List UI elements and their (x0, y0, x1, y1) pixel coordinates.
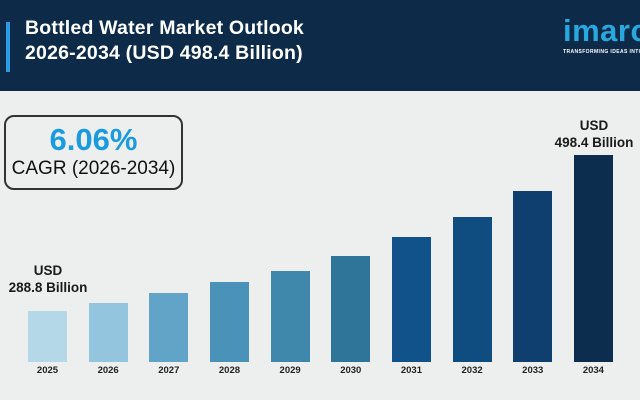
bar-column-2034: 2034 (573, 155, 613, 376)
x-tick-label-2026: 2026 (97, 365, 119, 376)
end-value-line2: 498.4 Billion (554, 135, 634, 150)
title-accent-bar (6, 22, 10, 72)
x-tick-label-2028: 2028 (218, 365, 241, 376)
bar-2029 (270, 271, 310, 362)
x-tick-label-2032: 2032 (461, 365, 483, 376)
end-value-line1: USD (579, 118, 609, 133)
end-value-annotation: USD 498.4 Billion (546, 117, 640, 151)
header: Bottled Water Market Outlook 2026-2034 (… (0, 0, 640, 91)
bar-2030 (331, 256, 371, 362)
bar-2027 (149, 293, 189, 362)
imarc-logo-text: imarc (563, 13, 640, 48)
bar-column-2025: 2025 (28, 311, 67, 376)
bar-2032 (452, 217, 492, 362)
bar-column-2026: 2026 (88, 303, 128, 376)
bar-2025 (28, 311, 67, 362)
bar-2028 (209, 282, 249, 362)
x-tick-label-2031: 2031 (400, 365, 422, 376)
x-tick-label-2029: 2029 (279, 365, 301, 376)
bar-2034 (573, 155, 613, 362)
x-tick-label-2027: 2027 (158, 365, 180, 376)
bar-2033 (513, 191, 553, 362)
x-tick-label-2034: 2034 (582, 365, 604, 376)
start-value-line2: 288.8 Billion (8, 280, 88, 295)
bar-column-2032: 2032 (452, 217, 492, 376)
cagr-label: CAGR (2026-2034) (11, 158, 176, 179)
bar-column-2029: 2029 (270, 271, 310, 376)
start-value-line1: USD (33, 263, 63, 278)
page-title-line2: 2026-2034 (USD 498.4 Billion) (25, 42, 303, 64)
bar-chart: 2025 2026 2027 2028 2029 2030 2031 2032 2033 2034 (28, 155, 613, 376)
bar-column-2027: 2027 (149, 293, 189, 376)
page-title: Bottled Water Market Outlook 2026-2034 (… (25, 16, 304, 66)
imarc-logo-tagline: TRANSFORMING IDEAS INTO IMPACT (563, 49, 640, 55)
bar-column-2031: 2031 (391, 237, 431, 376)
cagr-value: 6.06% (49, 122, 138, 157)
start-value-annotation: USD 288.8 Billion (0, 262, 96, 296)
x-tick-label-2033: 2033 (522, 365, 544, 376)
x-tick-label-2025: 2025 (36, 365, 59, 376)
bar-2026 (88, 303, 128, 362)
x-tick-label-2030: 2030 (340, 365, 362, 376)
imarc-logo: imarc TRANSFORMING IDEAS INTO IMPACT (563, 13, 640, 56)
bar-2031 (391, 237, 431, 362)
bar-column-2030: 2030 (331, 256, 371, 376)
page-title-line1: Bottled Water Market Outlook (25, 17, 304, 39)
bar-column-2028: 2028 (209, 282, 249, 376)
bar-column-2033: 2033 (513, 191, 553, 376)
cagr-box: 6.06% CAGR (2026-2034) (4, 115, 183, 190)
